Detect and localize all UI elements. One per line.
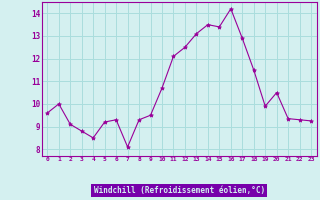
Text: Windchill (Refroidissement éolien,°C): Windchill (Refroidissement éolien,°C)	[94, 186, 265, 195]
